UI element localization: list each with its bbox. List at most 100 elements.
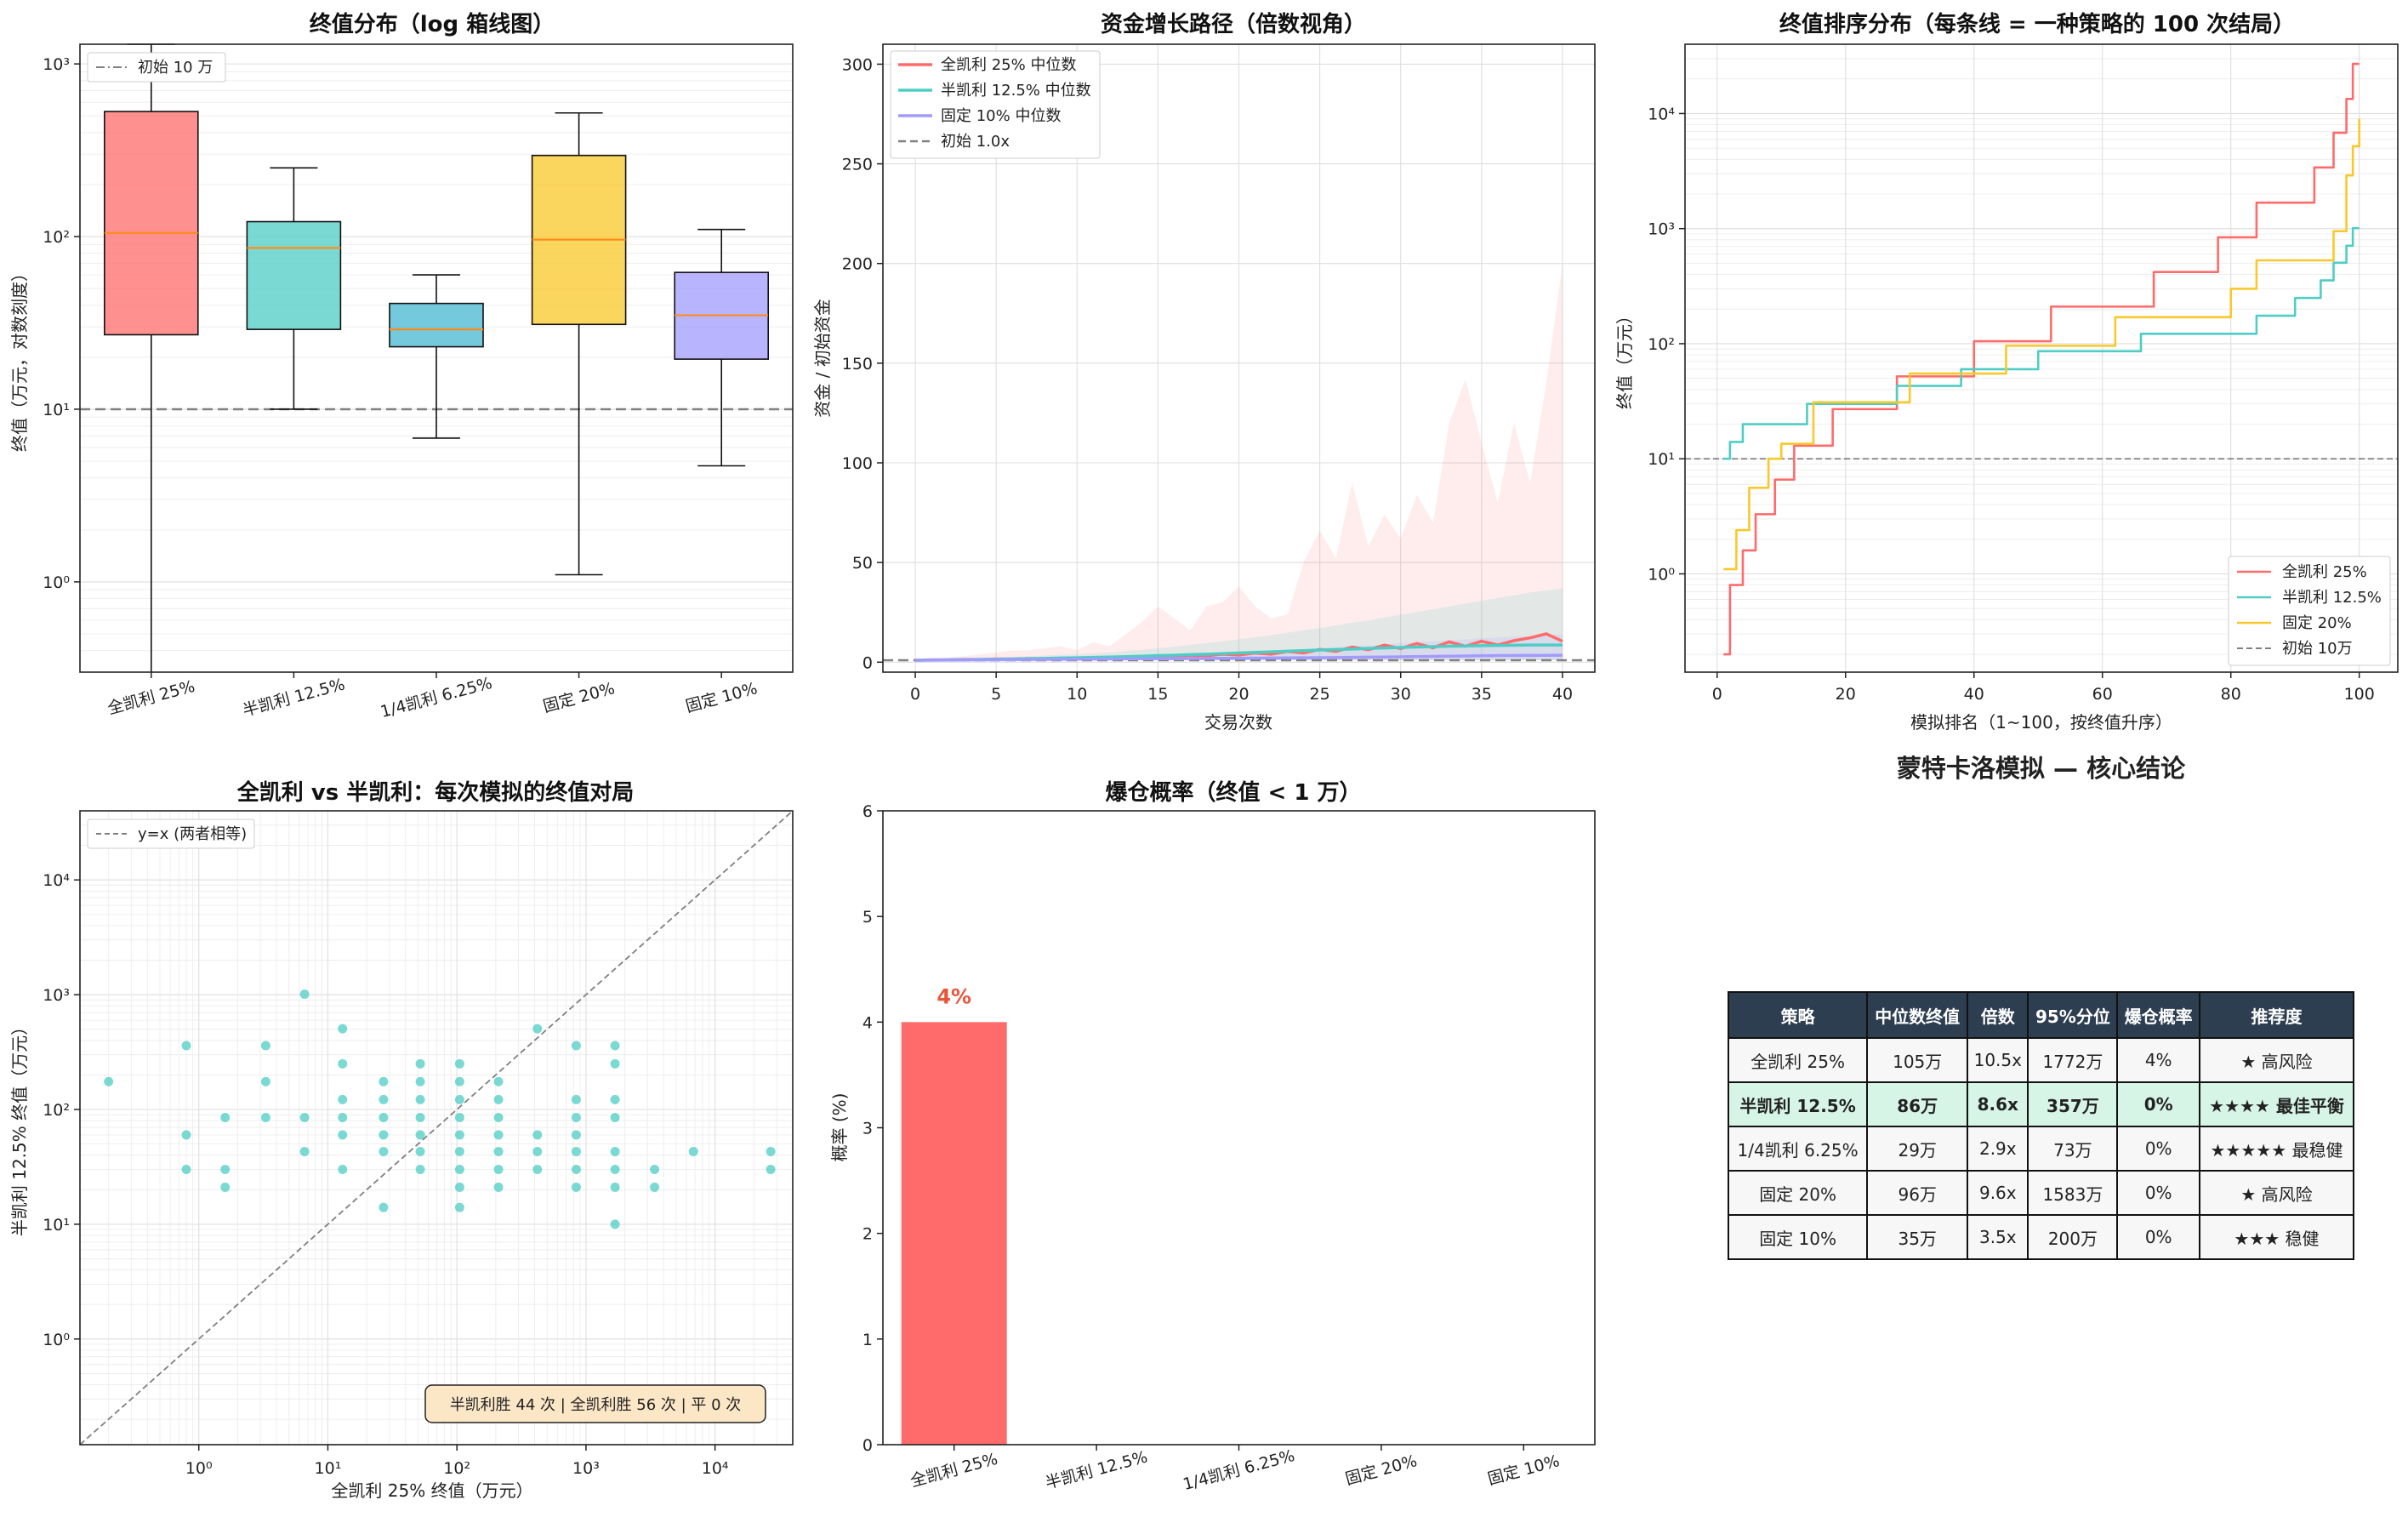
scatter-point <box>454 1202 464 1212</box>
table-row: 全凯利 25% 105万 10.5x 1772万 4% ★ 高风险 <box>1727 1037 2355 1083</box>
x-tick-label: 半凯利 12.5% <box>241 675 347 720</box>
path-title: 资金增长路径（倍数视角） <box>1101 11 1366 37</box>
scatter-point <box>379 1094 389 1104</box>
scatter-point <box>650 1182 660 1192</box>
box-iqr <box>104 111 199 336</box>
x-tick-label: 固定 20% <box>1343 1451 1419 1489</box>
y-tick-label: 10¹ <box>43 1216 70 1235</box>
legend-full-kelly: 全凯利 25% 中位数 <box>941 56 1076 74</box>
box-title: 终值分布（log 箱线图） <box>310 11 555 37</box>
scatter-point <box>260 1041 270 1051</box>
scatter-point <box>454 1113 464 1123</box>
scatter-point <box>338 1058 348 1069</box>
cell-p95: 200万 <box>2027 1214 2119 1260</box>
scatter-annotation-text: 半凯利胜 44 次 | 全凯利胜 56 次 | 平 0 次 <box>450 1396 742 1414</box>
cell-multiple: 10.5x <box>1967 1037 2029 1083</box>
summary-table: 策略 中位数终值 倍数 95%分位 爆仓概率 推荐度 全凯利 25% 105万 … <box>1727 991 2355 1260</box>
legend-initial: 初始 1.0x <box>941 133 1010 151</box>
cell-strategy: 固定 20% <box>1727 1170 1869 1216</box>
scatter-point <box>532 1130 543 1140</box>
y-tick-label: 10² <box>43 228 70 247</box>
scatter-point <box>493 1182 504 1192</box>
scatter-point <box>454 1146 464 1156</box>
scatter-point <box>454 1130 464 1140</box>
summary-header-row: 策略 中位数终值 倍数 95%分位 爆仓概率 推荐度 <box>1727 991 2355 1039</box>
path-frame <box>882 43 1596 673</box>
scatter-point <box>571 1182 581 1192</box>
panel-growth-path: 资金增长路径（倍数视角） 0 5 10 15 20 25 30 35 40 0 50 100 150 20… <box>812 11 1596 733</box>
table-row: 固定 10% 35万 3.5x 200万 0% ★★★ 稳健 <box>1727 1214 2355 1260</box>
confidence-band <box>915 263 1563 660</box>
table-row-highlight: 半凯利 12.5% 86万 8.6x 357万 0% ★★★★ 最佳平衡 <box>1727 1081 2355 1127</box>
scatter-point <box>766 1146 776 1156</box>
scatter-legend-label: y=x (两者相等) <box>138 825 247 843</box>
bar-value-label: 4% <box>936 984 971 1008</box>
scatter-point <box>571 1146 581 1156</box>
y-tick-label: 10⁰ <box>1648 566 1675 585</box>
x-tick-label: 10² <box>443 1459 470 1478</box>
y-tick-label: 4 <box>862 1013 873 1032</box>
x-tick-label: 全凯利 25% <box>908 1450 999 1491</box>
scatter-point <box>104 1076 114 1086</box>
x-tick-label: 10 <box>1067 685 1087 704</box>
scatter-point <box>220 1182 231 1192</box>
legend-half-kelly: 半凯利 12.5% 中位数 <box>941 82 1091 100</box>
scatter-point <box>379 1076 389 1086</box>
scatter-point <box>379 1113 389 1123</box>
scatter-point <box>415 1113 425 1123</box>
scatter-point <box>454 1165 464 1175</box>
scatter-point <box>493 1146 504 1156</box>
x-tick-label: 5 <box>991 685 1001 704</box>
y-tick-label: 3 <box>862 1120 873 1138</box>
x-tick-label: 固定 10% <box>1486 1451 1562 1489</box>
scatter-point <box>299 1113 310 1123</box>
cell-strategy: 全凯利 25% <box>1727 1037 1869 1083</box>
x-tick-label: 10⁴ <box>702 1459 729 1478</box>
y-tick-label: 1 <box>862 1331 873 1349</box>
cell-p95: 357万 <box>2027 1081 2119 1127</box>
y-tick-label: 200 <box>842 255 873 274</box>
x-tick-label: 100 <box>2344 685 2375 704</box>
y-tick-label: 10⁰ <box>43 1331 70 1349</box>
scatter-legend: y=x (两者相等) <box>87 818 255 849</box>
x-tick-label: 35 <box>1472 685 1492 704</box>
cell-ruin: 0% <box>2116 1081 2200 1127</box>
scatter-annotation: 半凯利胜 44 次 | 全凯利胜 56 次 | 平 0 次 <box>424 1384 766 1423</box>
y-tick-label: 10³ <box>43 986 70 1005</box>
y-tick-label: 10¹ <box>1648 450 1675 469</box>
scatter-point <box>571 1113 581 1123</box>
scatter-point <box>415 1165 425 1175</box>
y-tick-label: 2 <box>862 1225 873 1244</box>
box-ylabel: 终值（万元，对数刻度） <box>9 265 30 452</box>
x-tick-label: 1/4凯利 6.25% <box>379 674 494 721</box>
legend-initial-label: 初始 10 万 <box>138 59 213 77</box>
scatter-point <box>610 1146 620 1156</box>
cell-rating: ★ 高风险 <box>2198 1170 2355 1216</box>
scatter-point <box>181 1041 191 1051</box>
rank-legend: 全凯利 25% 半凯利 12.5% 固定 20% 初始 10万 <box>2228 556 2391 666</box>
y-tick-label: 100 <box>842 454 873 473</box>
y-tick-label: 5 <box>862 908 873 927</box>
scatter-point <box>610 1182 620 1192</box>
y-tick-label: 10² <box>43 1101 70 1120</box>
scatter-point <box>415 1094 425 1104</box>
box-plot-frame <box>79 43 794 673</box>
scatter-point <box>454 1182 464 1192</box>
scatter-point <box>610 1219 620 1229</box>
scatter-point <box>338 1130 348 1140</box>
scatter-point <box>493 1130 504 1140</box>
rank-frame <box>1684 43 2399 673</box>
scatter-point <box>610 1094 620 1104</box>
ruin-frame <box>882 810 1596 1446</box>
y-tick-label: 10⁴ <box>43 871 70 890</box>
box-legend: 初始 10 万 <box>87 52 226 83</box>
scatter-point <box>181 1130 191 1140</box>
y-tick-label: 50 <box>852 554 873 573</box>
x-tick-label: 10⁰ <box>185 1459 213 1478</box>
x-tick-label: 80 <box>2221 685 2241 704</box>
cell-multiple: 9.6x <box>1967 1170 2029 1216</box>
scatter-point <box>415 1146 425 1156</box>
scatter-point <box>299 989 310 1000</box>
x-tick-label: 0 <box>1712 685 1722 704</box>
scatter-point <box>571 1094 581 1104</box>
